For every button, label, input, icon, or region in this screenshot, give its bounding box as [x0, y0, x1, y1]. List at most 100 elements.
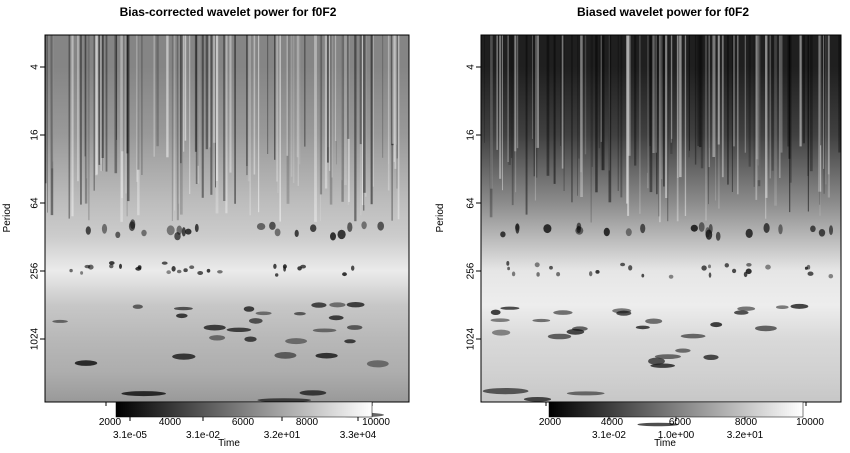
- power-streak: [267, 35, 269, 154]
- power-streak: [45, 35, 47, 184]
- y-tick-label: 1024: [30, 327, 41, 350]
- power-minimum: [330, 232, 336, 241]
- power-minimum: [511, 271, 516, 277]
- power-streak: [652, 35, 655, 153]
- power-minimum: [515, 223, 520, 231]
- power-streak: [709, 35, 710, 148]
- power-minimum: [109, 261, 115, 265]
- power-minimum: [566, 391, 605, 396]
- power-streak: [600, 35, 603, 171]
- power-minimum: [523, 397, 552, 402]
- power-streak: [626, 35, 628, 204]
- power-streak: [484, 35, 485, 143]
- power-minimum: [135, 266, 142, 271]
- power-streak: [757, 35, 759, 166]
- power-streak: [731, 35, 733, 192]
- y-tick-label: 4: [30, 64, 41, 70]
- y-tick-label: 256: [466, 262, 477, 279]
- power-streak: [396, 35, 397, 145]
- power-streak: [627, 35, 630, 216]
- power-streak: [201, 35, 204, 198]
- colorbar-label: 3.2e+01: [727, 430, 764, 441]
- power-streak: [258, 35, 260, 213]
- power-streak: [98, 35, 101, 165]
- power-streak: [387, 35, 390, 191]
- x-tick-label: 10000: [796, 417, 824, 428]
- power-streak: [195, 35, 198, 184]
- power-streak: [525, 35, 528, 215]
- power-streak: [320, 35, 321, 222]
- y-ticks: 4 16 64 256 1024: [30, 64, 45, 350]
- power-streak: [99, 35, 102, 164]
- power-minimum: [209, 335, 226, 341]
- y-tick-label: 64: [466, 197, 477, 209]
- y-tick-label: 64: [30, 197, 41, 209]
- power-minimum: [226, 327, 252, 332]
- power-minimum: [181, 227, 186, 237]
- power-minimum: [347, 325, 363, 330]
- power-streak: [304, 35, 306, 147]
- power-streak: [721, 35, 724, 178]
- power-minimum: [549, 265, 553, 270]
- power-minimum: [342, 272, 347, 277]
- power-streak: [655, 35, 657, 153]
- power-minimum: [347, 222, 353, 233]
- power-minimum: [637, 422, 679, 427]
- power-streak: [347, 35, 350, 139]
- power-streak: [126, 35, 129, 154]
- power-streak: [577, 35, 578, 196]
- heatmap-area: [481, 35, 843, 427]
- power-minimum: [818, 229, 826, 237]
- power-streak: [279, 35, 281, 222]
- power-streak: [534, 35, 536, 201]
- power-streak: [363, 35, 367, 193]
- power-minimum: [161, 261, 168, 265]
- power-streak: [823, 35, 825, 169]
- power-minimum: [616, 310, 632, 316]
- power-streak: [176, 35, 179, 221]
- power-minimum: [556, 272, 561, 277]
- power-minimum: [206, 268, 211, 273]
- power-streak: [676, 35, 679, 222]
- power-streak: [700, 35, 704, 169]
- power-minimum: [52, 319, 68, 323]
- power-streak: [274, 35, 276, 160]
- power-streak: [671, 35, 673, 139]
- y-tick-label: 16: [30, 129, 41, 141]
- power-minimum: [269, 221, 276, 230]
- power-minimum: [130, 219, 136, 230]
- power-streak: [286, 35, 289, 156]
- power-streak: [166, 35, 169, 158]
- power-minimum: [299, 390, 327, 396]
- power-minimum: [492, 329, 511, 336]
- power-minimum: [274, 352, 297, 359]
- power-streak: [649, 35, 651, 146]
- x-tick-label: 10000: [362, 417, 390, 428]
- power-streak: [765, 35, 767, 219]
- power-streak: [286, 35, 290, 204]
- power-streak: [393, 35, 395, 162]
- power-minimum: [109, 264, 114, 269]
- colorbar-label: 3.1e-02: [592, 430, 626, 441]
- power-minimum: [119, 263, 122, 269]
- power-minimum: [273, 263, 277, 269]
- power-streak: [698, 35, 702, 148]
- power-streak: [508, 35, 511, 165]
- power-streak: [370, 35, 373, 205]
- power-streak: [536, 35, 538, 178]
- power-streak: [663, 35, 665, 187]
- power-minimum: [174, 306, 193, 311]
- power-streak: [137, 35, 140, 170]
- power-streak: [840, 35, 843, 202]
- power-minimum: [297, 266, 302, 271]
- power-streak: [328, 35, 331, 171]
- power-streak: [838, 35, 841, 153]
- colorbar: [548, 401, 804, 418]
- power-streak: [125, 35, 127, 194]
- power-minimum: [532, 318, 551, 323]
- chart-title: Bias-corrected wavelet power for f0F2: [120, 5, 337, 19]
- power-streak: [194, 35, 197, 152]
- power-streak: [578, 35, 580, 159]
- y-tick-label: 1024: [466, 327, 477, 350]
- power-streak: [499, 35, 502, 179]
